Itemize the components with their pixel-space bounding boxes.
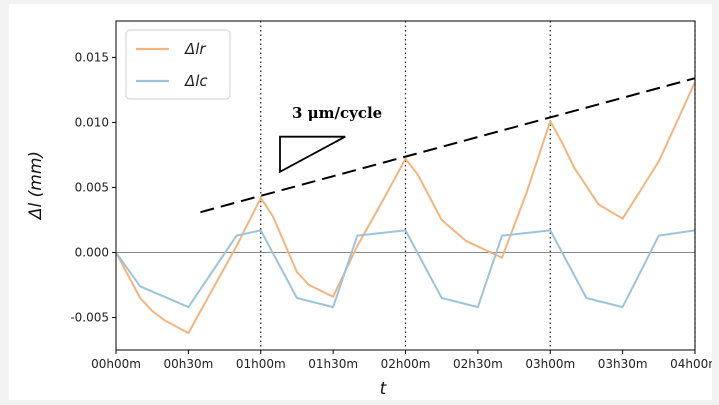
y-tick-label: 0.010: [75, 115, 109, 129]
x-tick-label: 00h30m: [163, 357, 213, 371]
series-line-dlc: [115, 229, 696, 309]
legend: Δlr Δlc: [125, 29, 231, 100]
legend-label-dlc: Δlc: [184, 72, 208, 90]
legend-box: [125, 29, 231, 100]
y-tick-label: 0.005: [75, 180, 109, 194]
y-tick-label: -0.005: [70, 310, 109, 324]
legend-label-dlr: Δlr: [184, 40, 206, 58]
chart-svg: 00h00m 00h30m 01h00m 01h30m 02h00m 02h30m 03h0…: [26, 20, 719, 399]
plot-panel: 00h00m 00h30m 01h00m 01h30m 02h00m 02h30m 03h0…: [9, 4, 719, 400]
y-tick-label: 0.015: [75, 50, 109, 64]
x-tick-label: 00h00m: [91, 357, 141, 371]
trend-layer: [200, 77, 696, 214]
x-axis-title: t: [380, 379, 388, 399]
series-line-dlr: [115, 81, 696, 335]
y-tick-label: 0.000: [75, 245, 109, 259]
ticks-layer: 00h00m 00h30m 01h00m 01h30m 02h00m 02h30m 03h0…: [70, 50, 719, 371]
x-tick-label: 03h30m: [598, 357, 648, 371]
x-tick-label: 02h00m: [381, 357, 431, 371]
x-tick-label: 01h00m: [236, 357, 286, 371]
x-tick-label: 01h30m: [308, 357, 358, 371]
annotation-label: 3 μm/cycle: [292, 104, 382, 122]
x-tick-label: 04h00m: [670, 357, 712, 371]
y-axis-title: Δl (mm): [26, 151, 46, 221]
x-tick-label: 02h30m: [453, 357, 503, 371]
series-layer: [115, 81, 696, 335]
slope-triangle: [279, 135, 346, 174]
trend-line: [200, 77, 696, 214]
x-tick-label: 03h00m: [525, 357, 575, 371]
